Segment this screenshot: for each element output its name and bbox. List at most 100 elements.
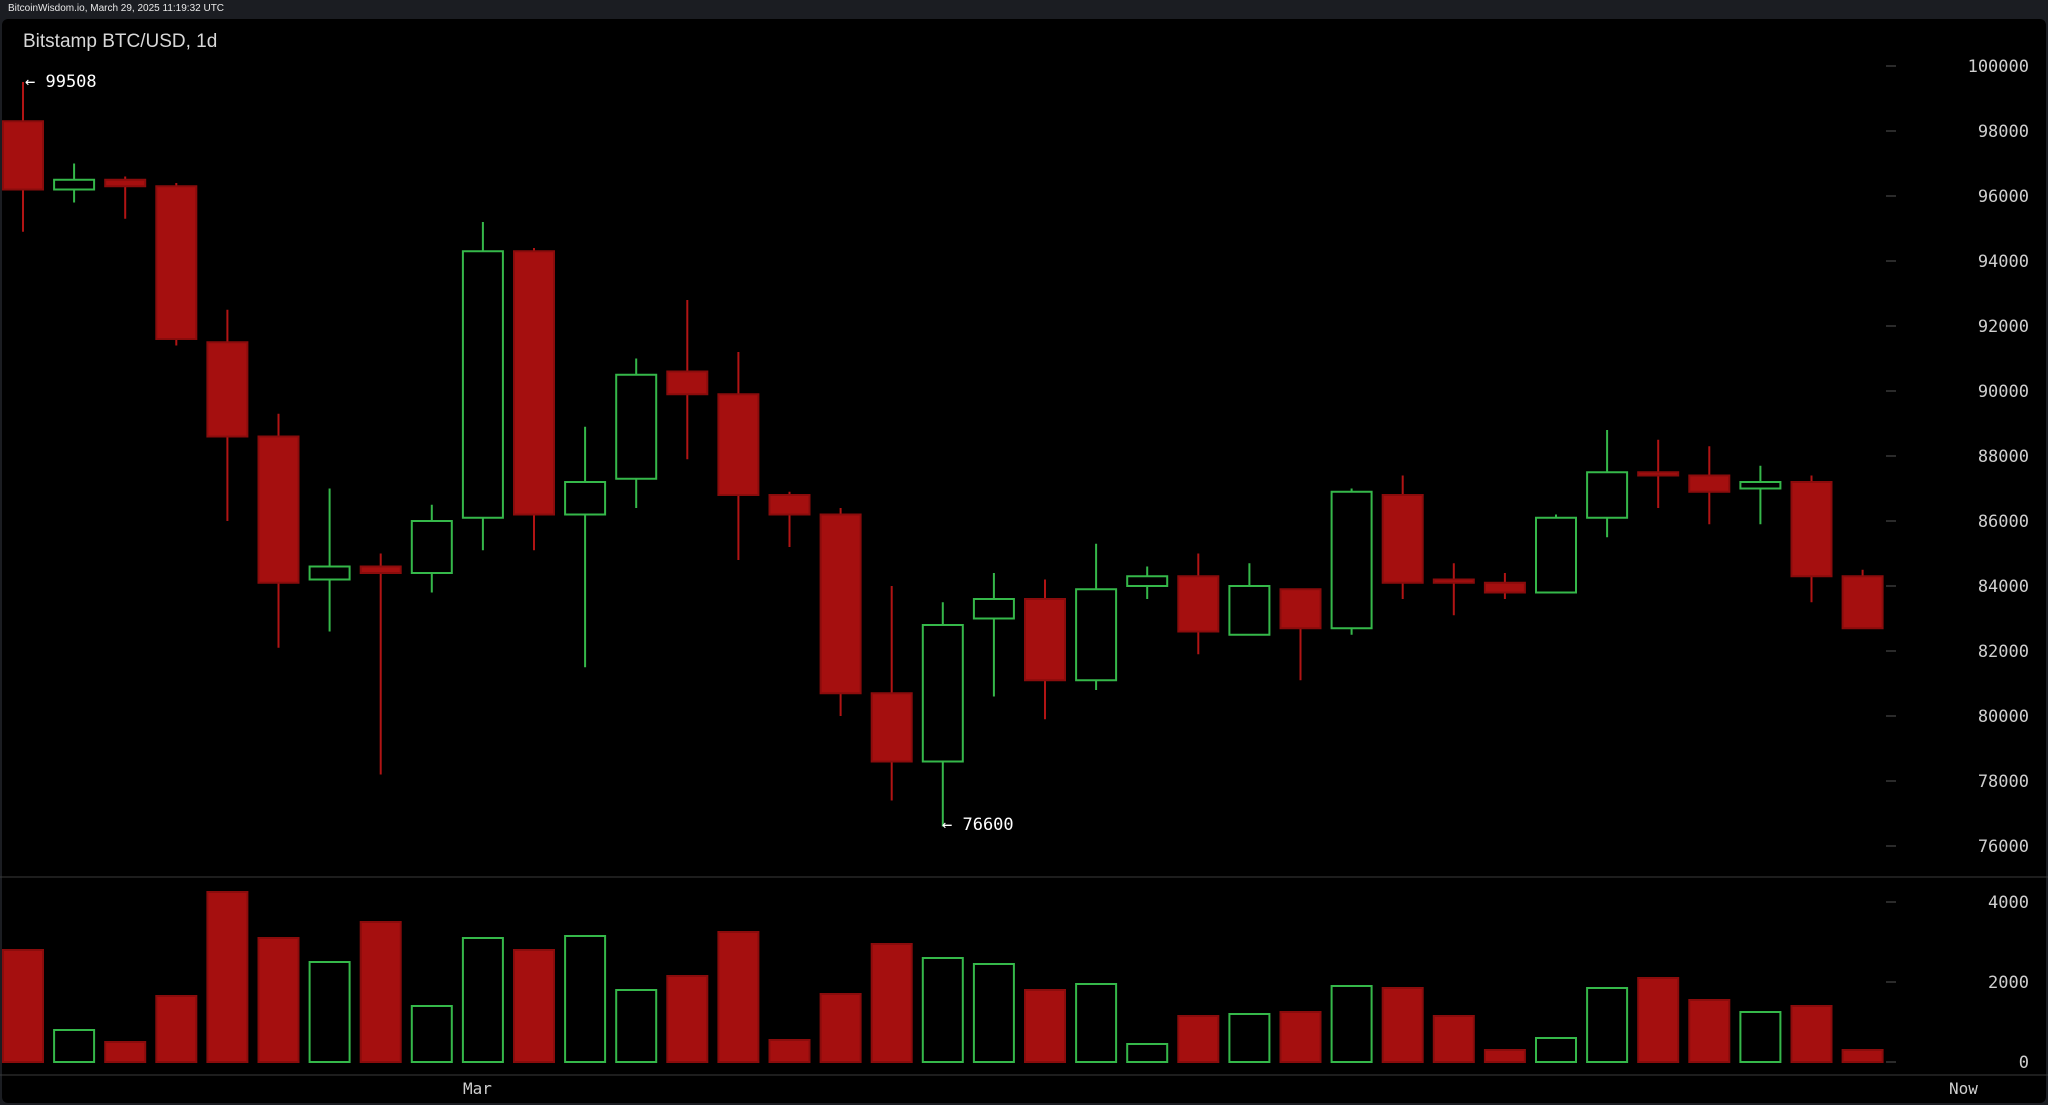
price-tick-label: 92000: [1978, 317, 2029, 337]
candle: [1228, 563, 1271, 636]
candle-body: [206, 341, 249, 438]
candle: [359, 553, 402, 775]
candle: [2, 81, 44, 232]
candle-body: [615, 373, 658, 480]
volume-bar: [1535, 1037, 1577, 1063]
candle: [921, 602, 964, 827]
candle: [53, 163, 96, 203]
volume-bar: [308, 961, 351, 1063]
volume-bar: [1790, 1005, 1833, 1063]
candle-body: [1432, 578, 1475, 584]
chart-title: Bitstamp BTC/USD, 1d: [23, 31, 217, 52]
volume-bar: [1483, 1049, 1526, 1063]
volume-bar: [104, 1041, 147, 1063]
candle-body: [870, 692, 913, 763]
candle-body: [1381, 494, 1424, 584]
high-annotation: ← 99508: [25, 72, 97, 92]
volume-bar: [155, 995, 198, 1063]
volume-bar: [461, 937, 504, 1063]
candle: [870, 586, 913, 801]
price-tick-label: 78000: [1978, 772, 2029, 792]
price-tick-label: 84000: [1978, 577, 2029, 597]
volume-bar: [359, 921, 402, 1063]
price-tick-label: 82000: [1978, 642, 2029, 662]
candle: [1432, 563, 1475, 616]
candle: [308, 488, 351, 632]
candle: [666, 300, 709, 460]
candle-body: [1228, 585, 1271, 636]
low-annotation: ← 76600: [942, 815, 1014, 835]
candle-body: [819, 513, 862, 695]
candle: [972, 573, 1015, 697]
volume-bar: [666, 975, 709, 1063]
volume-bar: [2, 949, 44, 1063]
candle: [513, 248, 555, 551]
candle-body: [1637, 471, 1680, 477]
candlestick-chart[interactable]: 100000 98000 96000 94000 92000 90000 88000 8600…: [0, 19, 2048, 1105]
candle-body: [1688, 474, 1731, 493]
volume-bar: [564, 935, 607, 1063]
volume-bar: [1739, 1011, 1782, 1063]
volume-bar: [1637, 977, 1680, 1063]
volume-bar: [410, 1005, 453, 1063]
candle: [819, 508, 862, 716]
candle-body: [564, 481, 607, 516]
candle: [768, 491, 811, 547]
candle-body: [717, 393, 760, 496]
candle-body: [666, 370, 709, 396]
candle: [717, 352, 760, 560]
candle: [410, 504, 453, 593]
candle: [1739, 465, 1782, 525]
candle: [1126, 566, 1169, 599]
candle-body: [768, 494, 811, 516]
candle-body: [53, 178, 96, 191]
candle-body: [1483, 581, 1526, 594]
candle-body: [972, 598, 1015, 620]
volume-bar: [1075, 983, 1118, 1063]
volume-bar: [257, 937, 300, 1063]
volume-bar: [1330, 985, 1373, 1063]
candle: [1279, 588, 1322, 681]
volume-bar: [921, 957, 964, 1063]
candle-body: [2, 120, 44, 191]
volume-bar: [1586, 987, 1629, 1063]
volume-axis: 4000 2000 0: [1886, 893, 2029, 1073]
candle-body: [1177, 575, 1220, 633]
candle-body: [461, 250, 504, 519]
candle-body: [1330, 490, 1373, 630]
candle: [1024, 579, 1066, 720]
price-tick-label: 88000: [1978, 447, 2029, 467]
volume-panel: [2, 891, 1884, 1063]
volume-bar: [819, 993, 862, 1063]
candle-body: [1535, 516, 1577, 594]
candle: [1688, 446, 1731, 525]
price-tick-label: 76000: [1978, 837, 2029, 857]
candle: [206, 309, 249, 521]
candle-body: [1739, 481, 1782, 490]
volume-bar: [1024, 989, 1066, 1063]
candle: [104, 176, 147, 219]
candle: [1483, 573, 1526, 599]
price-tick-label: 94000: [1978, 252, 2029, 272]
volume-bar: [1841, 1049, 1884, 1063]
candle-body: [1075, 588, 1118, 682]
candle: [461, 222, 504, 551]
candle: [155, 183, 198, 346]
candle: [257, 413, 300, 648]
volume-tick-label: 0: [2019, 1053, 2029, 1073]
candle: [1790, 475, 1833, 603]
volume-bar: [768, 1039, 811, 1063]
candle-body: [1024, 598, 1066, 682]
volume-bar: [1381, 987, 1424, 1063]
candle-body: [257, 435, 300, 584]
candle-body: [1790, 481, 1833, 578]
candle-body: [513, 250, 555, 516]
candle: [1535, 514, 1577, 594]
volume-bar: [1432, 1015, 1475, 1063]
candle-body: [359, 565, 402, 574]
volume-bar: [870, 943, 913, 1063]
timestamp-label: BitcoinWisdom.io, March 29, 2025 11:19:3…: [8, 3, 225, 14]
candle-body: [1126, 575, 1169, 587]
candle-body: [1279, 588, 1322, 630]
price-tick-label: 80000: [1978, 707, 2029, 727]
